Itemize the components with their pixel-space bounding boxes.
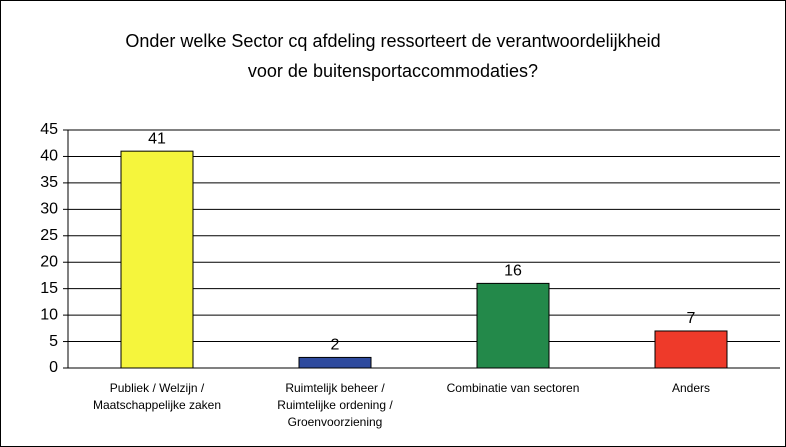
bar [654,330,728,369]
y-tick-label: 20 [40,253,58,270]
bar [298,356,372,369]
y-tick-label: 35 [40,174,58,191]
y-tick-label: 15 [40,280,58,297]
bar [120,150,194,369]
x-tick-label: Combinatie van sectoren [446,381,580,395]
y-tick-label: 25 [40,227,58,244]
bar [476,282,550,369]
data-label: 7 [687,310,696,327]
chart-title: Onder welke Sector cq afdeling ressortee… [125,31,661,81]
y-tick-label: 45 [40,121,58,138]
x-tick-label: Anders [671,381,711,395]
y-tick-label: 30 [40,201,58,218]
x-tick-label: Ruimtelijk beheer / Ruimtelijke ordening… [277,381,393,429]
data-label: 41 [148,130,166,147]
y-tick-label: 40 [40,148,58,165]
y-tick-label: 10 [40,306,58,323]
y-tick-label: 5 [49,333,58,350]
data-label: 16 [504,263,522,280]
x-tick-label: Publiek / Welzijn / Maatschappelijke zak… [92,381,222,412]
y-tick-label: 0 [49,359,58,376]
data-label: 2 [331,337,340,354]
